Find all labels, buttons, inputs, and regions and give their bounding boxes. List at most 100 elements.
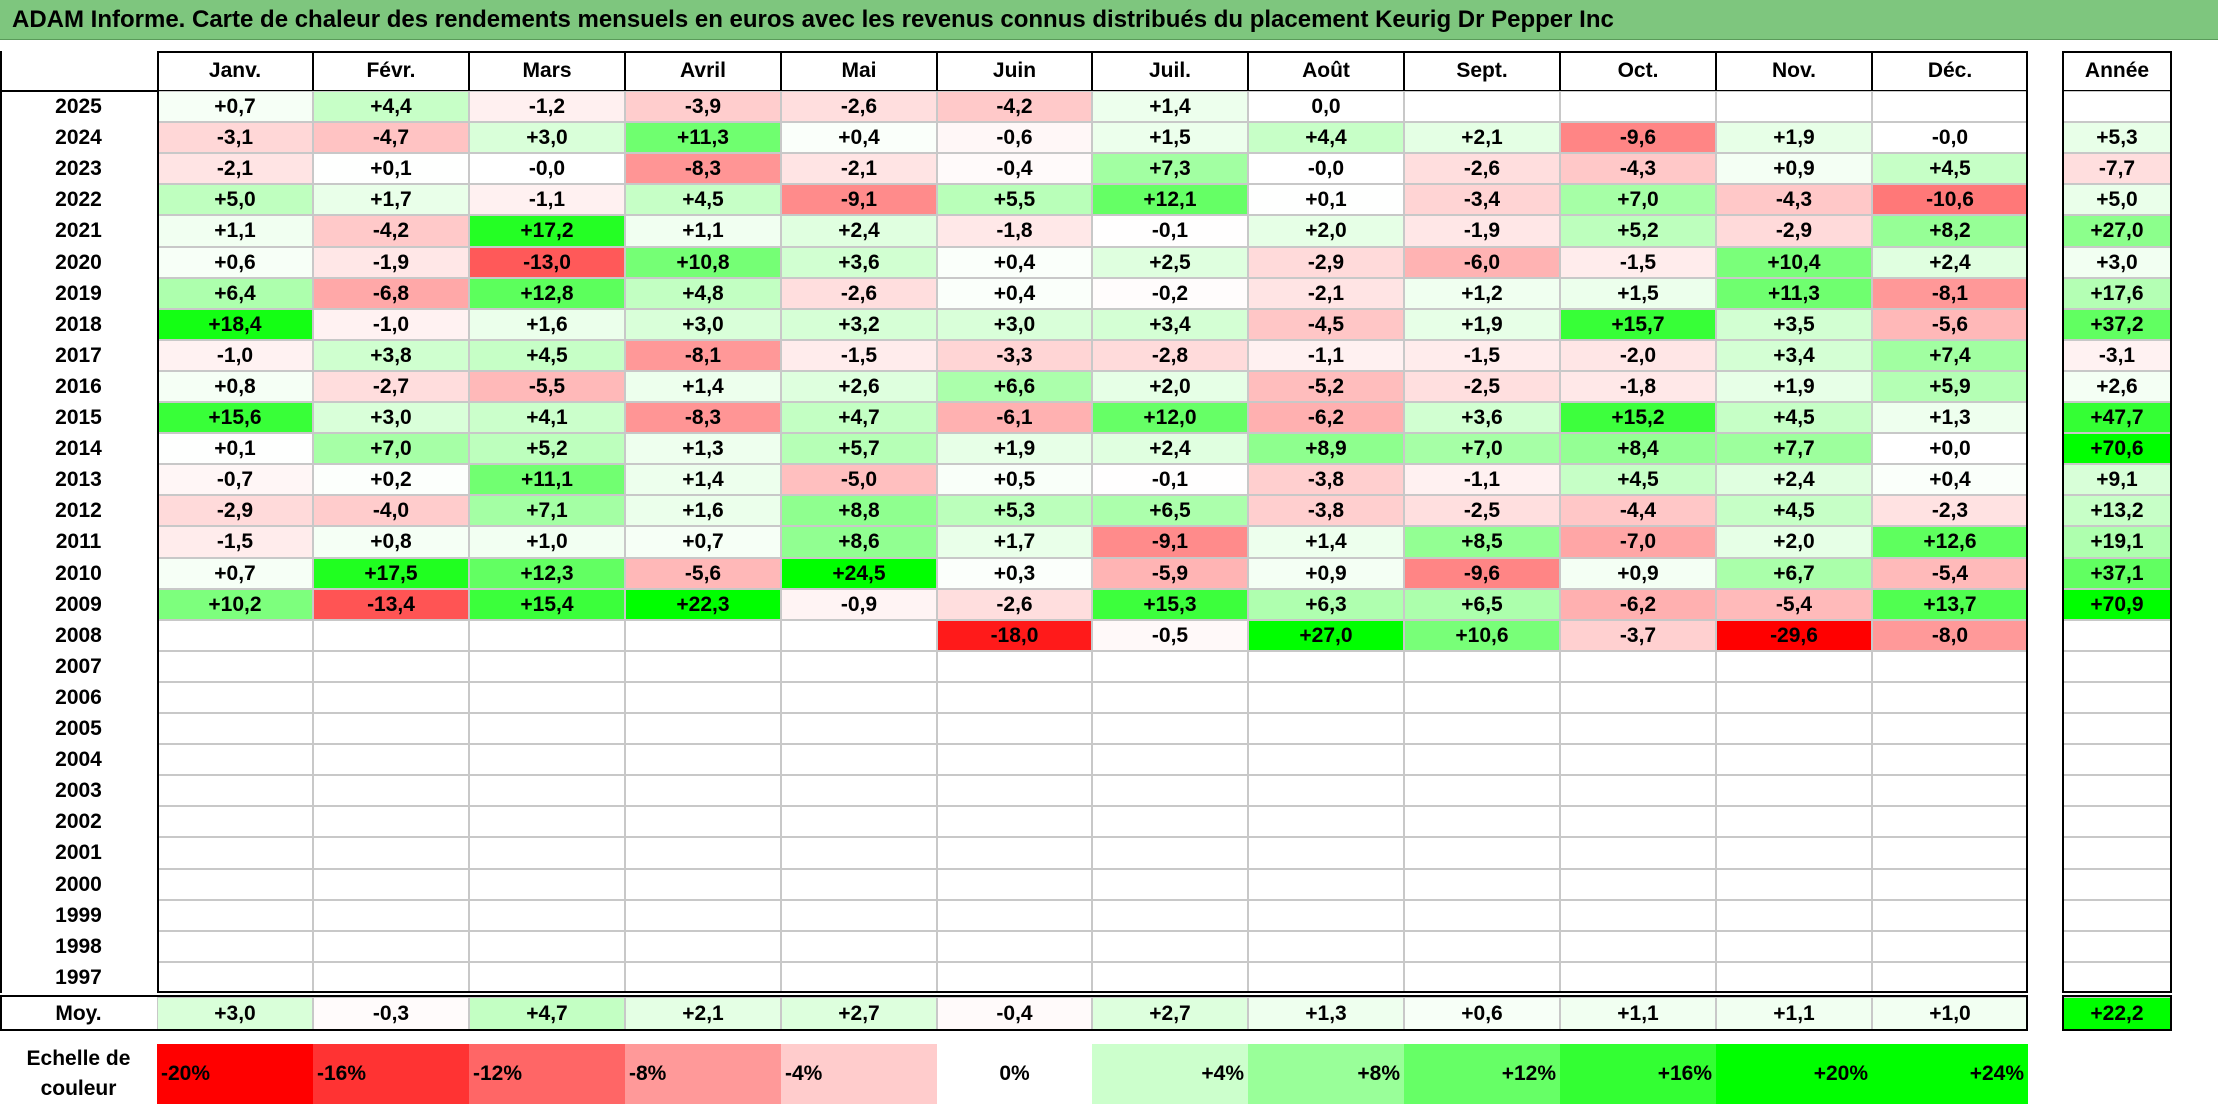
- heatmap-cell: -1,0: [157, 340, 313, 371]
- heatmap-cell: [1092, 775, 1248, 806]
- heatmap-cell: [781, 775, 937, 806]
- heatmap-cell: -1,5: [1560, 247, 1716, 278]
- month-header: Oct.: [1560, 51, 1716, 91]
- heatmap-cell: [157, 931, 313, 962]
- month-header: Févr.: [313, 51, 469, 91]
- heatmap-cell: +4,5: [1716, 495, 1872, 526]
- heatmap-cell: -0,0: [1248, 153, 1404, 184]
- heatmap-cell: +2,4: [1716, 464, 1872, 495]
- heatmap-cell: -5,0: [781, 464, 937, 495]
- heatmap-cell: +3,6: [1404, 402, 1560, 433]
- heatmap-cell: [157, 744, 313, 775]
- heatmap-cell: +10,6: [1404, 620, 1560, 651]
- heatmap-cell: [1092, 837, 1248, 869]
- row-year-label: 2017: [55, 343, 102, 367]
- heatmap-cell: +0,8: [313, 526, 469, 558]
- heatmap-cell: -1,9: [1404, 215, 1560, 247]
- heatmap-cell: -0,7: [157, 464, 313, 495]
- average-cell: +3,0: [157, 997, 313, 1030]
- color-scale-step: +8%: [1248, 1044, 1404, 1104]
- heatmap-cell: +22,3: [625, 589, 781, 620]
- average-cell: +2,1: [625, 997, 781, 1030]
- heatmap-cell: [1560, 651, 1716, 682]
- heatmap-cell: [157, 869, 313, 900]
- heatmap-cell: +24,5: [781, 558, 937, 589]
- heatmap-cell: -2,6: [781, 278, 937, 309]
- heatmap-cell: [781, 620, 937, 651]
- heatmap-cell: +0,4: [781, 122, 937, 153]
- heatmap-cell: [1404, 962, 1560, 993]
- heatmap-cell: +1,5: [1092, 122, 1248, 153]
- heatmap-cell: [1404, 869, 1560, 900]
- heatmap-cell: [1092, 744, 1248, 775]
- row-year-label: 1997: [55, 965, 102, 989]
- heatmap-cell: -5,4: [1872, 558, 2028, 589]
- annual-cell: [2062, 744, 2172, 775]
- heatmap-cell: +11,3: [625, 122, 781, 153]
- heatmap-cell: -29,6: [1716, 620, 1872, 651]
- heatmap-cell: [937, 806, 1092, 837]
- heatmap-cell: [781, 900, 937, 931]
- heatmap-cell: +0,9: [1560, 558, 1716, 589]
- average-cell: +1,1: [1560, 997, 1716, 1030]
- heatmap-cell: [1248, 682, 1404, 713]
- heatmap-cell: -2,6: [1404, 153, 1560, 184]
- annual-cell: [2062, 900, 2172, 931]
- heatmap-cell: [313, 869, 469, 900]
- heatmap-cell: [1560, 744, 1716, 775]
- heatmap-cell: [1872, 682, 2028, 713]
- heatmap-cell: +6,7: [1716, 558, 1872, 589]
- heatmap-cell: +0,3: [937, 558, 1092, 589]
- heatmap-cell: [1092, 869, 1248, 900]
- heatmap-cell: [313, 900, 469, 931]
- heatmap-cell: -2,9: [1716, 215, 1872, 247]
- color-scale-step: +4%: [1092, 1044, 1248, 1104]
- heatmap-cell: [1092, 900, 1248, 931]
- heatmap-cell: [625, 837, 781, 869]
- heatmap-cell: +1,5: [1560, 278, 1716, 309]
- heatmap-cell: [781, 682, 937, 713]
- heatmap-cell: [469, 869, 625, 900]
- month-header: Juin: [937, 51, 1092, 91]
- annual-cell: +70,9: [2062, 589, 2172, 620]
- heatmap-cell: -2,7: [313, 371, 469, 402]
- heatmap-cell: +3,0: [313, 402, 469, 433]
- heatmap-cell: -4,3: [1716, 184, 1872, 215]
- heatmap-cell: -0,2: [1092, 278, 1248, 309]
- heatmap-cell: [1404, 806, 1560, 837]
- heatmap-cell: +3,0: [937, 309, 1092, 340]
- annual-cell: -7,7: [2062, 153, 2172, 184]
- heatmap-cell: [313, 713, 469, 744]
- heatmap-cell: +17,2: [469, 215, 625, 247]
- report-title: ADAM Informe. Carte de chaleur des rende…: [12, 6, 1614, 33]
- heatmap-cell: [1872, 713, 2028, 744]
- row-year-label: 2002: [55, 809, 102, 833]
- heatmap-cell: [1248, 775, 1404, 806]
- heatmap-cell: -2,1: [781, 153, 937, 184]
- heatmap-cell: +4,5: [469, 340, 625, 371]
- heatmap-cell: +2,4: [1092, 433, 1248, 464]
- heatmap-cell: +3,4: [1092, 309, 1248, 340]
- row-year-label: 2005: [55, 716, 102, 740]
- heatmap-cell: [1404, 775, 1560, 806]
- heatmap-cell: +5,3: [937, 495, 1092, 526]
- heatmap-cell: [1716, 962, 1872, 993]
- heatmap-cell: [781, 744, 937, 775]
- heatmap-cell: [1404, 744, 1560, 775]
- heatmap-cell: [1872, 962, 2028, 993]
- heatmap-cell: +1,4: [625, 464, 781, 495]
- heatmap-cell: [937, 744, 1092, 775]
- heatmap-cell: [469, 775, 625, 806]
- heatmap-cell: +8,4: [1560, 433, 1716, 464]
- heatmap-cell: [313, 682, 469, 713]
- heatmap-cell: -2,6: [937, 589, 1092, 620]
- heatmap-cell: +6,4: [157, 278, 313, 309]
- heatmap-cell: [937, 869, 1092, 900]
- heatmap-cell: +0,8: [157, 371, 313, 402]
- heatmap-cell: -0,1: [1092, 215, 1248, 247]
- row-year-label: 2009: [55, 592, 102, 616]
- row-year-label: 2016: [55, 374, 102, 398]
- heatmap-cell: [781, 837, 937, 869]
- heatmap-cell: [1404, 651, 1560, 682]
